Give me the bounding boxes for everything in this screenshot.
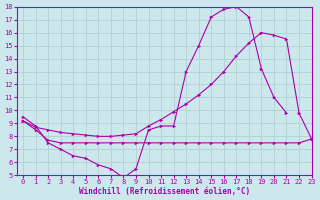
X-axis label: Windchill (Refroidissement éolien,°C): Windchill (Refroidissement éolien,°C) [79, 187, 250, 196]
